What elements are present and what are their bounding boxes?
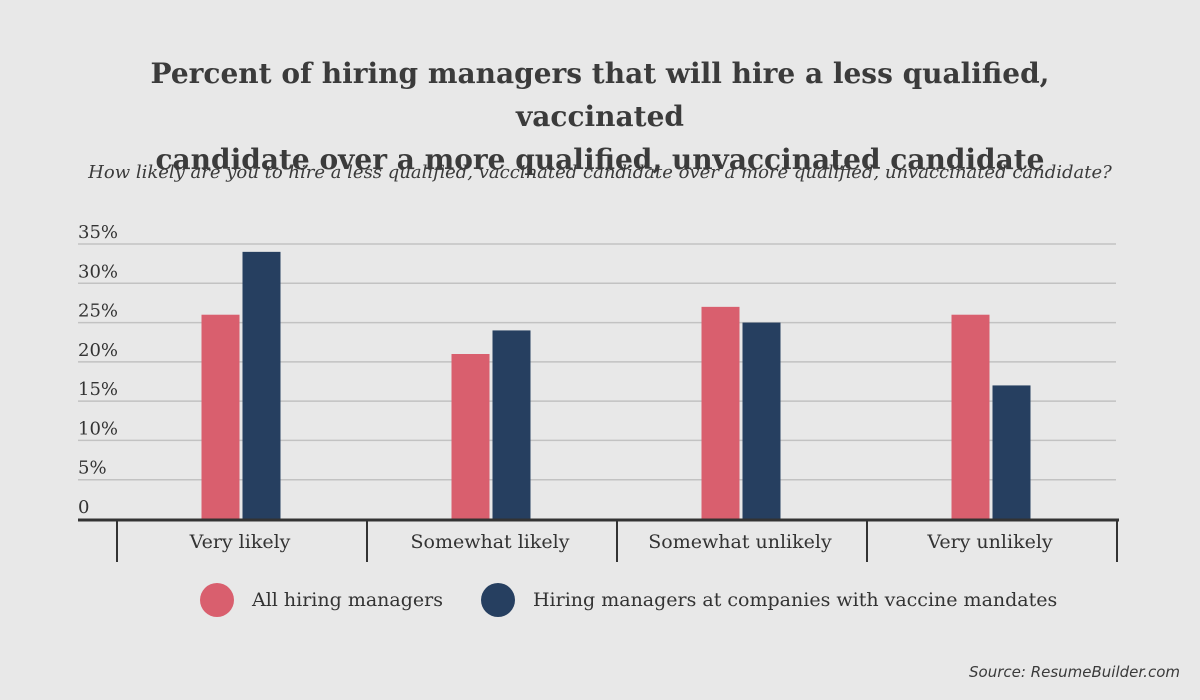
y-tick-label: 5% bbox=[78, 458, 107, 479]
legend-item-all: All hiring managers bbox=[200, 583, 443, 617]
source-note: Source: ResumeBuilder.com bbox=[969, 663, 1180, 681]
chart-subtitle: How likely are you to hire a less qualif… bbox=[88, 162, 1112, 183]
bar-mandates-0 bbox=[242, 251, 281, 519]
bar-all-0 bbox=[201, 314, 240, 519]
chart-title: Percent of hiring managers that will hir… bbox=[100, 52, 1100, 181]
bar-mandates-2 bbox=[742, 322, 781, 519]
legend-swatch-mandates bbox=[480, 583, 515, 617]
bar-all-2 bbox=[701, 306, 740, 519]
bar-mandates-1 bbox=[492, 330, 531, 519]
chart-title-line-2: candidate over a more qualified, unvacci… bbox=[155, 143, 1045, 176]
y-tick-label: 25% bbox=[78, 301, 118, 322]
bar-all-1 bbox=[451, 354, 490, 519]
x-tick-label: Somewhat unlikely bbox=[648, 531, 832, 553]
legend: All hiring managers Hiring managers at c… bbox=[200, 583, 1095, 617]
y-tick-label: 35% bbox=[78, 222, 118, 243]
y-tick-label: 30% bbox=[78, 261, 118, 282]
x-tick-label: Very likely bbox=[189, 531, 291, 553]
legend-swatch-all bbox=[200, 583, 234, 617]
legend-label-all: All hiring managers bbox=[252, 589, 443, 611]
y-tick-label: 10% bbox=[78, 418, 118, 439]
y-tick-label: 20% bbox=[78, 340, 118, 361]
legend-label-mandates: Hiring managers at companies with vaccin… bbox=[532, 589, 1058, 611]
x-tick-label: Somewhat likely bbox=[411, 531, 570, 553]
bar-mandates-3 bbox=[992, 385, 1031, 519]
legend-item-mandates: Hiring managers at companies with vaccin… bbox=[480, 583, 1058, 617]
bar-all-3 bbox=[951, 314, 990, 519]
x-tick-label: Very unlikely bbox=[926, 531, 1053, 553]
y-tick-label: 15% bbox=[78, 379, 118, 400]
y-tick-label: 0 bbox=[78, 497, 89, 518]
chart-title-line-1: Percent of hiring managers that will hir… bbox=[150, 57, 1050, 133]
